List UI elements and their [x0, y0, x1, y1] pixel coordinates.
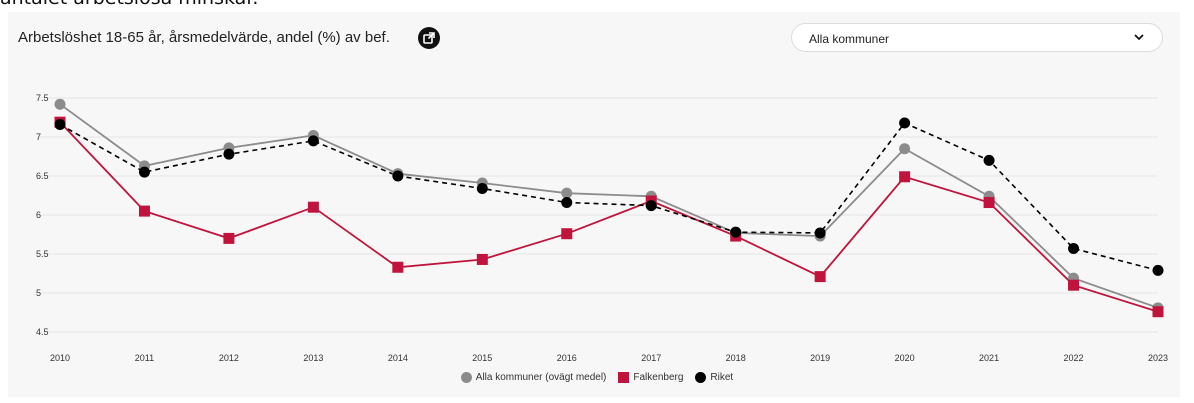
data-point [899, 143, 911, 155]
data-point [814, 227, 826, 239]
x-tick-label: 2013 [303, 353, 323, 363]
legend-marker [618, 372, 630, 383]
chevron-down-icon [1134, 34, 1144, 41]
legend-label: Alla kommuner (ovägt medel) [475, 372, 607, 384]
y-tick-label: 7 [36, 132, 41, 142]
series-line [59, 121, 1159, 313]
data-point [223, 232, 235, 244]
data-point [899, 117, 911, 129]
legend-marker [460, 372, 472, 383]
x-tick-label: 2015 [472, 353, 492, 363]
x-tick-label: 2020 [895, 353, 915, 363]
municipality-select[interactable]: Alla kommuner [791, 23, 1163, 52]
legend-item[interactable]: Alla kommuner (ovägt medel) [460, 372, 607, 384]
x-tick-label: 2021 [979, 353, 999, 363]
x-tick-label: 2022 [1064, 353, 1084, 363]
data-point [54, 119, 66, 131]
legend-item[interactable]: Riket [695, 372, 733, 383]
data-point [899, 171, 911, 183]
data-point [1152, 306, 1164, 318]
chart-title: Arbetslöshet 18-65 år, årsmedelvärde, an… [18, 29, 390, 46]
data-point [814, 271, 826, 283]
data-point [561, 228, 573, 240]
legend-label: Falkenberg [633, 372, 684, 384]
data-point [1068, 279, 1080, 291]
data-point [476, 253, 488, 265]
data-point [138, 166, 150, 178]
data-point [392, 261, 404, 273]
external-link-icon[interactable] [418, 27, 440, 49]
data-point [307, 135, 319, 147]
data-point [392, 170, 404, 182]
legend-marker [695, 372, 707, 383]
x-tick-label: 2012 [219, 353, 239, 363]
x-tick-label: 2014 [388, 353, 408, 363]
x-tick-label: 2011 [135, 353, 154, 363]
data-point [1068, 243, 1080, 255]
x-tick-label: 2018 [726, 353, 746, 363]
x-tick-label: 2016 [557, 353, 577, 363]
page-caption-fragment: antalet arbetslösa minskar. [0, 0, 258, 9]
x-tick-label: 2017 [641, 353, 661, 363]
y-tick-label: 6 [36, 210, 41, 220]
data-point [223, 148, 235, 160]
data-point [307, 201, 319, 213]
legend-label: Riket [710, 372, 734, 384]
data-point [730, 226, 742, 238]
y-tick-label: 7.5 [36, 93, 49, 103]
data-point [1152, 264, 1164, 276]
x-tick-label: 2019 [810, 353, 830, 363]
data-point [54, 98, 66, 110]
data-point [476, 182, 488, 194]
y-tick-label: 5.5 [36, 249, 49, 259]
chart-legend: Alla kommuner (ovägt medel) Falkenberg Rik… [0, 372, 1194, 383]
municipality-select-value: Alla kommuner [809, 32, 890, 46]
y-tick-label: 6.5 [36, 171, 49, 181]
y-tick-label: 4.5 [36, 327, 49, 337]
data-point [983, 197, 995, 209]
legend-item[interactable]: Falkenberg [618, 372, 683, 383]
data-point [561, 187, 573, 199]
y-tick-label: 5 [36, 288, 41, 298]
x-tick-label: 2010 [50, 353, 70, 363]
series-line [59, 103, 1159, 309]
x-tick-label: 2023 [1148, 353, 1168, 363]
data-point [561, 197, 573, 209]
data-point [138, 205, 150, 217]
data-point [983, 154, 995, 166]
data-point [645, 200, 657, 212]
external-link-glyph [423, 32, 435, 44]
